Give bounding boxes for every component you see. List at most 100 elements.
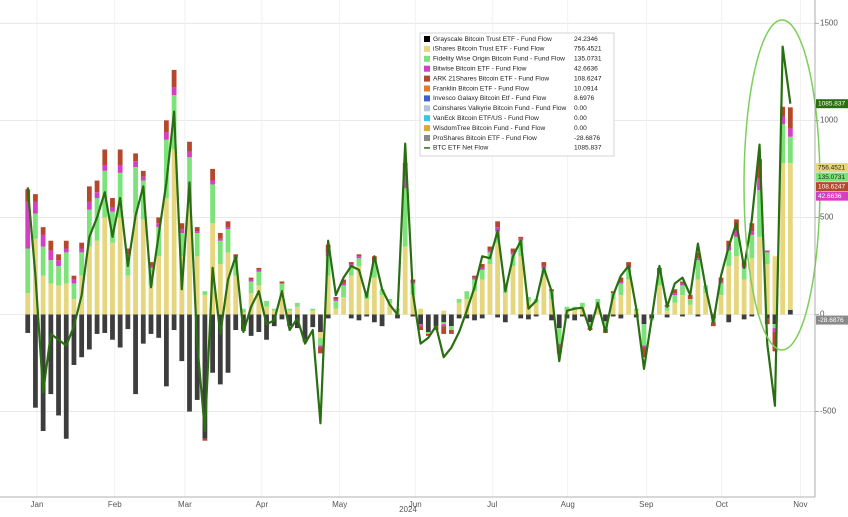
bar <box>610 298 616 315</box>
bar <box>325 275 331 315</box>
bar <box>133 161 138 167</box>
bar <box>156 217 162 224</box>
bar <box>164 139 169 199</box>
bar <box>556 345 562 354</box>
bar <box>402 246 408 315</box>
bar <box>318 331 323 338</box>
bar <box>687 298 693 305</box>
bar <box>56 254 61 261</box>
bar <box>495 227 501 232</box>
bar <box>626 262 631 266</box>
bar <box>125 254 131 257</box>
bar <box>318 337 323 346</box>
bar <box>672 302 678 315</box>
bar <box>718 281 724 284</box>
bar <box>33 314 38 408</box>
bar <box>156 256 162 315</box>
bar <box>194 227 200 232</box>
bar <box>256 285 262 315</box>
bar <box>341 283 346 286</box>
bar <box>672 293 678 296</box>
bar <box>348 314 354 319</box>
bar <box>410 295 416 315</box>
bar <box>264 306 269 315</box>
bar <box>479 269 485 280</box>
bar <box>217 238 223 241</box>
bar <box>456 298 462 303</box>
bar <box>695 314 701 317</box>
value-tag-label: -28.6876 <box>818 317 844 324</box>
value-tag-label: 756.4521 <box>818 164 845 171</box>
bar <box>441 322 447 325</box>
bar <box>164 314 169 387</box>
bar <box>518 256 524 315</box>
bar <box>102 165 108 171</box>
bar <box>33 201 38 214</box>
bar <box>179 223 185 230</box>
legend-value: -28.6876 <box>574 135 600 142</box>
bar <box>387 298 393 303</box>
bar <box>741 279 747 315</box>
bar <box>279 314 285 320</box>
bar <box>210 314 215 373</box>
bar <box>495 221 501 228</box>
legend-value: 0.00 <box>574 105 587 112</box>
bar <box>749 231 755 235</box>
bar <box>379 295 385 315</box>
bar <box>364 314 370 317</box>
y-tick-label: -500 <box>820 407 837 416</box>
legend-label: WisdomTree Bitcoin Fund - Fund Flow <box>433 125 545 132</box>
bar <box>133 213 138 315</box>
bar <box>626 267 631 280</box>
bar <box>510 265 516 315</box>
bar <box>780 163 786 315</box>
bar <box>233 314 239 331</box>
value-tag: 108.6247 <box>816 182 848 192</box>
legend-label: Fidelity Wise Origin Bitcoin Fund - Fund… <box>433 56 565 63</box>
legend-label: ARK 21Shares Bitcoin ETF - Fund Flow <box>433 75 549 82</box>
bar <box>279 291 285 315</box>
bar <box>510 252 516 255</box>
bar <box>549 298 554 315</box>
bar <box>472 275 477 278</box>
bar <box>40 246 46 276</box>
bar <box>379 314 385 327</box>
bar <box>495 242 501 315</box>
bar <box>479 314 485 319</box>
bar <box>549 314 554 321</box>
bar <box>86 246 92 315</box>
legend-value: 42.6636 <box>574 65 598 72</box>
bar <box>418 326 423 331</box>
bar <box>780 116 786 125</box>
bar <box>680 295 685 315</box>
bar <box>248 314 254 336</box>
bar <box>502 314 508 323</box>
bar <box>48 314 54 395</box>
bar <box>487 250 493 253</box>
bar <box>248 281 254 294</box>
bar <box>225 221 231 228</box>
bar <box>264 314 269 340</box>
bar <box>348 262 354 265</box>
bar <box>587 314 593 323</box>
legend-value: 24.2346 <box>574 36 598 43</box>
bar <box>194 256 200 315</box>
bar <box>133 166 138 214</box>
bar <box>425 331 431 334</box>
legend-swatch <box>424 45 430 52</box>
x-tick-label: Jul <box>487 500 497 509</box>
x-tick-label: Feb <box>108 500 122 509</box>
bar <box>418 324 423 327</box>
legend: Grayscale Bitcoin Trust ETF - Fund Flow 2… <box>419 32 615 157</box>
legend-value: 756.4521 <box>574 46 602 53</box>
bar <box>256 271 262 286</box>
bar <box>210 180 215 185</box>
bar <box>333 298 339 301</box>
bar <box>110 198 115 208</box>
bar <box>657 285 662 315</box>
bar <box>33 194 38 202</box>
bar <box>294 306 300 315</box>
bar <box>641 324 647 346</box>
y-tick-label: 0 <box>820 310 825 319</box>
value-tag-label: 42.6636 <box>818 193 842 200</box>
